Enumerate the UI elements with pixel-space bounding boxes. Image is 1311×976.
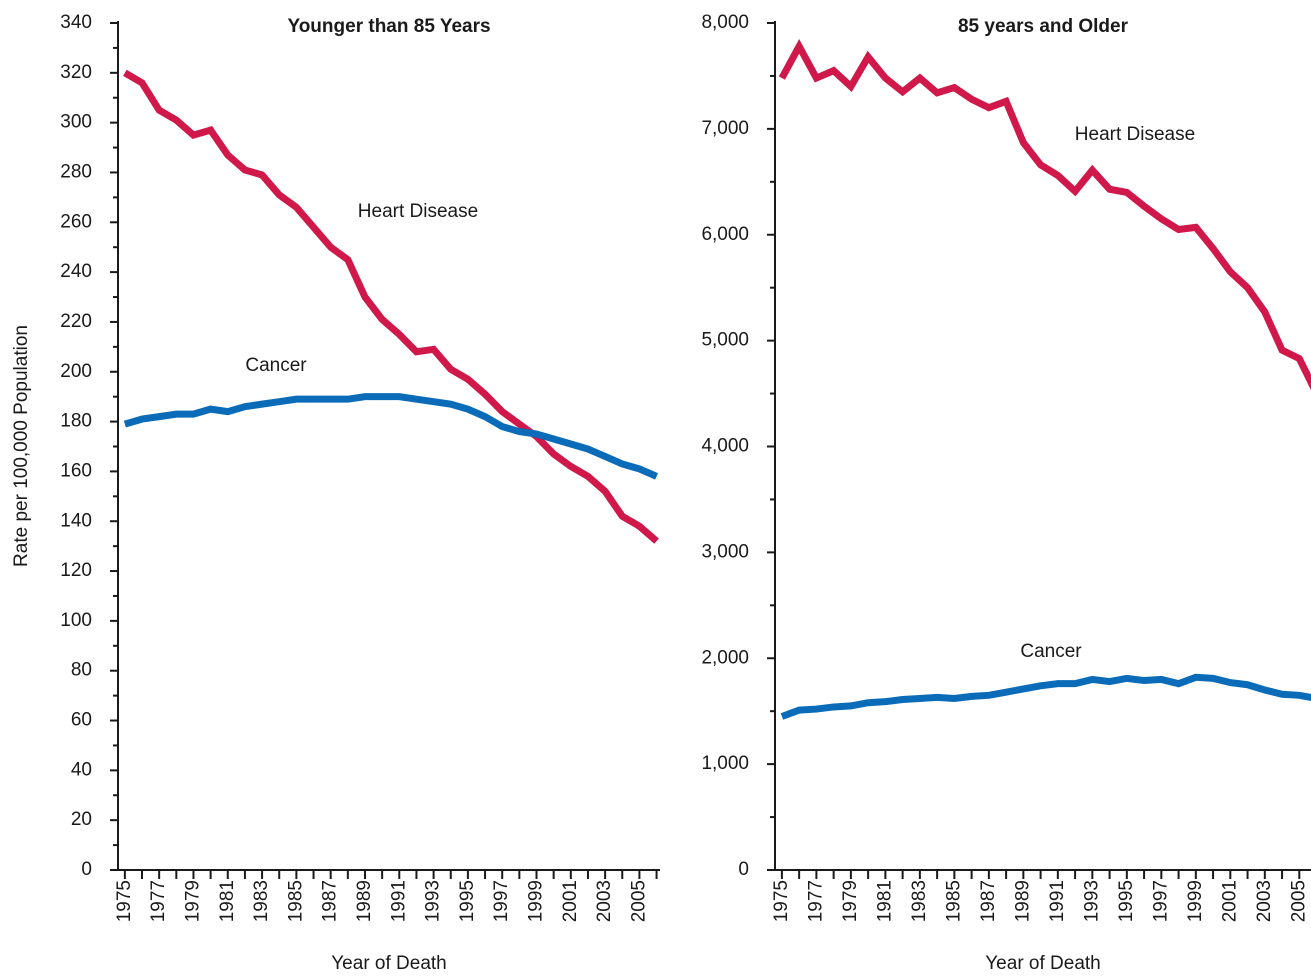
x-tick-label: 2003	[594, 880, 615, 922]
x-tick-label: 1995	[1116, 880, 1137, 922]
x-tick-label: 1985	[943, 880, 964, 922]
y-tick-label: 5,000	[701, 330, 749, 351]
y-tick-label: 340	[60, 12, 92, 33]
y-tick-label: 260	[60, 211, 92, 232]
x-tick-label: 2005	[628, 880, 649, 922]
y-tick-label: 280	[60, 161, 92, 182]
x-tick-label: 1989	[354, 880, 375, 922]
y-axis-label: Rate per 100,000 Population	[11, 325, 32, 567]
series-label: Cancer	[1020, 641, 1082, 662]
x-tick-label: 1997	[1150, 880, 1171, 922]
x-tick-label: 1995	[457, 880, 478, 922]
x-tick-label: 1985	[285, 880, 306, 922]
y-tick-label: 300	[60, 112, 92, 133]
y-tick-label: 4,000	[701, 436, 749, 457]
y-tick-label: 2,000	[701, 647, 749, 668]
y-tick-label: 200	[60, 361, 92, 382]
y-tick-label: 7,000	[701, 118, 749, 139]
y-tick-label: 320	[60, 62, 92, 83]
x-tick-label: 1975	[771, 880, 792, 922]
y-tick-label: 240	[60, 261, 92, 282]
x-tick-label: 2003	[1254, 880, 1275, 922]
y-tick-label: 160	[60, 460, 92, 481]
x-tick-label: 1999	[1185, 880, 1206, 922]
x-tick-label: 1977	[805, 880, 826, 922]
x-tick-label: 1987	[320, 880, 341, 922]
y-tick-label: 220	[60, 311, 92, 332]
x-tick-label: 1991	[1047, 880, 1068, 922]
series-label: Cancer	[245, 355, 307, 376]
y-tick-label: 0	[81, 859, 92, 880]
x-tick-label: 2001	[1219, 880, 1240, 922]
y-tick-label: 1,000	[701, 753, 749, 774]
x-tick-label: 1979	[840, 880, 861, 922]
y-tick-label: 3,000	[701, 541, 749, 562]
y-tick-label: 8,000	[701, 12, 749, 33]
y-tick-label: 100	[60, 610, 92, 631]
y-tick-label: 6,000	[701, 224, 749, 245]
y-tick-label: 20	[71, 809, 92, 830]
x-tick-label: 1983	[909, 880, 930, 922]
series-line	[778, 38, 1311, 391]
series-line	[123, 393, 658, 480]
series-line	[780, 673, 1311, 720]
x-tick-label: 1999	[526, 880, 547, 922]
chart-title: 85 years and Older	[958, 16, 1129, 37]
y-tick-label: 140	[60, 510, 92, 531]
x-tick-label: 1991	[388, 880, 409, 922]
x-tick-label: 1987	[978, 880, 999, 922]
x-tick-label: 1989	[1012, 880, 1033, 922]
x-tick-label: 1993	[423, 880, 444, 922]
x-tick-label: 1983	[251, 880, 272, 922]
x-tick-label: 1981	[217, 880, 238, 922]
chart-title: Younger than 85 Years	[287, 16, 490, 37]
x-tick-label: 1997	[491, 880, 512, 922]
x-tick-label: 2005	[1288, 880, 1309, 922]
series-label: Heart Disease	[358, 201, 478, 222]
y-tick-label: 180	[60, 411, 92, 432]
series-label: Heart Disease	[1075, 124, 1195, 145]
x-axis-label: Year of Death	[985, 953, 1101, 974]
y-tick-label: 60	[71, 710, 92, 731]
y-tick-label: 0	[738, 859, 749, 880]
y-tick-label: 120	[60, 560, 92, 581]
series-line	[123, 69, 659, 544]
y-tick-label: 80	[71, 660, 92, 681]
x-axis-label: Year of Death	[331, 953, 447, 974]
x-tick-label: 1975	[114, 880, 135, 922]
x-tick-label: 1979	[182, 880, 203, 922]
x-tick-label: 1981	[874, 880, 895, 922]
x-tick-label: 2001	[560, 880, 581, 922]
y-tick-label: 40	[71, 759, 92, 780]
x-tick-label: 1977	[148, 880, 169, 922]
x-tick-label: 1993	[1081, 880, 1102, 922]
